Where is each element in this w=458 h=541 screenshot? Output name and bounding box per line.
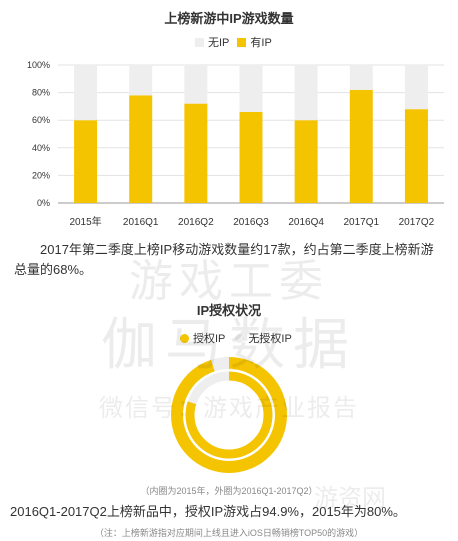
paragraph-licensed-share: 2016Q1-2017Q2上榜新品中，授权IP游戏占94.9%，2015年为80… <box>10 504 406 519</box>
legend-swatch-ip <box>237 37 247 47</box>
x-tick-label: 2017Q1 <box>343 217 379 228</box>
outer-ring-slice-unlicensed <box>171 357 287 473</box>
y-tick-label: 60% <box>32 115 50 125</box>
legend-swatch-no-ip <box>195 37 204 47</box>
pie-note: （内圈为2015年，外圈为2016Q1-2017Q2） <box>140 486 318 496</box>
bar-no-ip <box>74 65 98 121</box>
bar-no-ip <box>294 65 318 121</box>
legend-label-ip: 有IP <box>250 37 272 49</box>
inner-ring-slice-unlicensed <box>185 371 273 459</box>
bar-ip <box>129 95 153 203</box>
y-tick-label: 100% <box>27 60 50 70</box>
bar-ip <box>239 111 263 203</box>
watermark-line3: 微信号：游戏产业报告 <box>99 394 359 422</box>
x-tick-label: 2016Q1 <box>123 217 159 228</box>
x-tick-label: 2016Q2 <box>178 217 214 228</box>
pie-chart-legend: 授权IP 无授权IP <box>180 330 292 346</box>
x-tick-label: 2016Q3 <box>233 217 269 228</box>
bar-no-ip <box>184 65 208 104</box>
x-tick-label: 2017Q2 <box>399 217 435 228</box>
legend-swatch-unlicensed <box>235 333 245 343</box>
bar-ip <box>294 120 318 203</box>
y-tick-label: 40% <box>32 143 50 153</box>
legend-swatch-licensed <box>180 333 189 343</box>
bar-no-ip <box>129 65 153 96</box>
x-tick-label: 2016Q4 <box>288 217 324 228</box>
legend-label-no-ip: 无IP <box>208 37 230 49</box>
watermark-line1: 游戏工委 <box>129 256 329 307</box>
pie-chart-title: IP授权状况 <box>196 303 262 318</box>
bar-no-ip <box>404 65 428 110</box>
bar-ip <box>184 103 208 203</box>
y-tick-label: 0% <box>37 198 50 208</box>
paragraph-ip-count: 2017年第二季度上榜IP移动游戏数量约17款，约占第二季度上榜新游总量的68%… <box>14 242 434 277</box>
y-tick-label: 20% <box>32 170 50 180</box>
bar-chart-legend: 无IP 有IP <box>195 34 272 50</box>
watermark-line4: 游资网 <box>314 484 386 512</box>
legend-label-licensed: 授权IP <box>193 333 226 345</box>
x-tick-label: 2015年 <box>69 215 101 228</box>
bar-ip <box>404 109 428 203</box>
bar-chart-title: 上榜新游中IP游戏数量 <box>164 11 294 26</box>
footnote: （注：上榜新游指对应期间上线且进入iOS日畅销榜TOP50的游戏） <box>94 528 364 538</box>
bar-chart: 0% 20% 40% 60% 80% 100% 2015年 2016Q1 2016Q2 2016Q… <box>27 60 444 228</box>
bar-no-ip <box>239 65 263 112</box>
bar-ip <box>74 120 98 203</box>
bar-ip <box>349 89 373 203</box>
bar-no-ip <box>349 65 373 90</box>
watermark-line2: 伽马数据 <box>101 313 357 378</box>
legend-label-unlicensed: 无授权IP <box>248 333 292 345</box>
y-tick-label: 80% <box>32 88 50 98</box>
